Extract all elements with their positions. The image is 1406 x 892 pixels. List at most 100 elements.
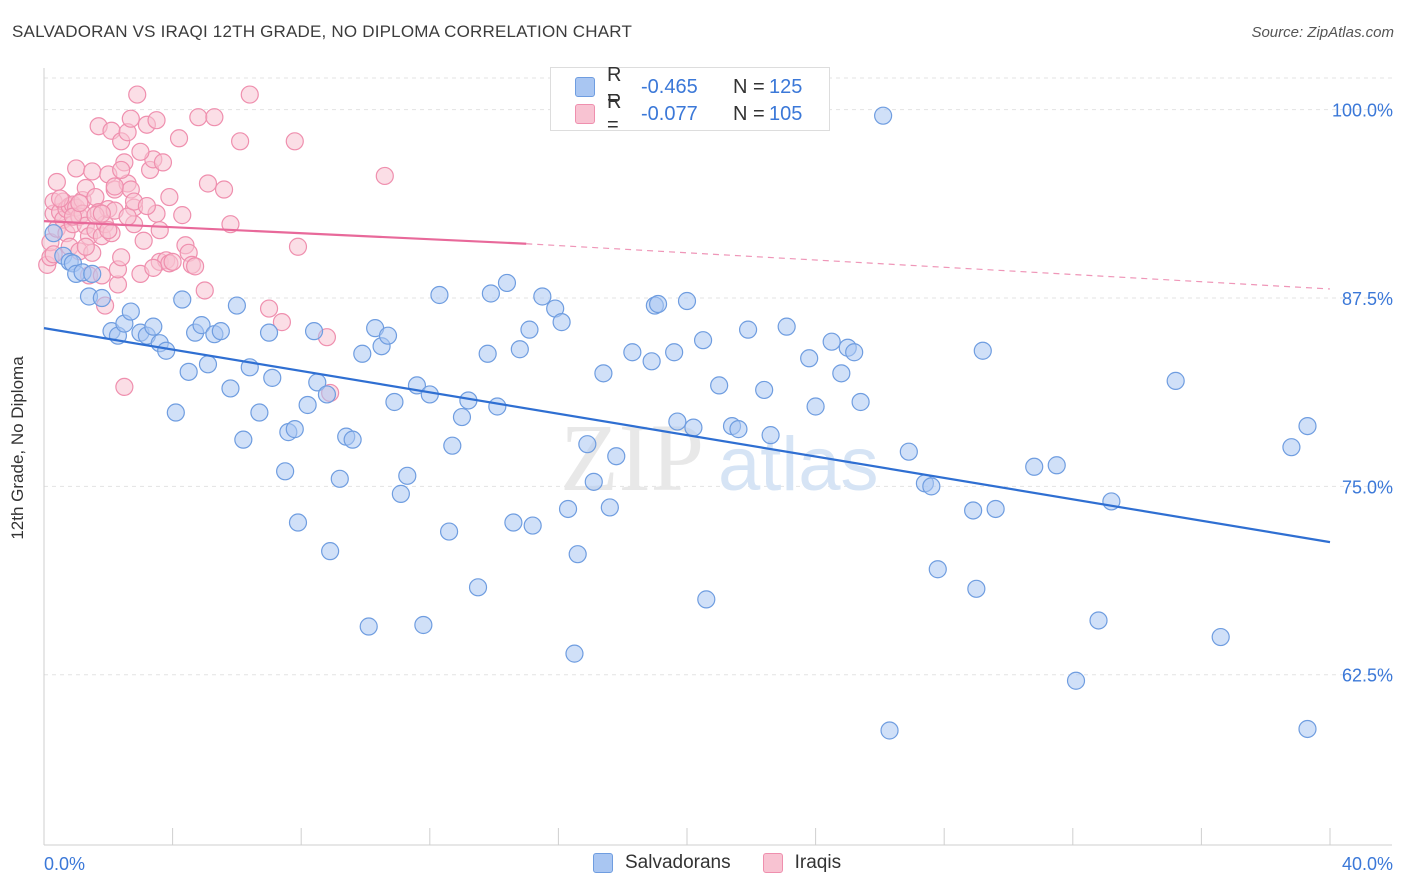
gridlines bbox=[44, 77, 1392, 676]
y-tick-label: 100.0% bbox=[1332, 101, 1393, 121]
data-point-iraqis bbox=[121, 109, 140, 128]
data-point-salvadorans bbox=[578, 435, 597, 454]
legend-row-iraqis: R = -0.077 N = 105 bbox=[551, 91, 802, 136]
data-point-salvadorans bbox=[439, 522, 459, 541]
axes bbox=[43, 68, 1392, 846]
data-point-salvadorans bbox=[558, 499, 578, 519]
data-point-salvadorans bbox=[710, 376, 729, 395]
data-point-salvadorans bbox=[677, 291, 697, 311]
data-point-salvadorans bbox=[973, 341, 992, 360]
data-point-iraqis bbox=[144, 258, 163, 277]
trend-lines bbox=[43, 220, 1331, 544]
data-point-iraqis bbox=[47, 172, 66, 192]
legend-r-label: R = bbox=[607, 91, 622, 136]
data-point-salvadorans bbox=[623, 343, 642, 362]
data-point-iraqis bbox=[150, 221, 169, 240]
data-point-salvadorans bbox=[173, 290, 192, 309]
data-point-iraqis bbox=[112, 160, 131, 180]
data-point-iraqis bbox=[115, 377, 134, 397]
data-point-iraqis bbox=[214, 180, 234, 199]
data-point-salvadorans bbox=[552, 313, 571, 332]
data-point-salvadorans bbox=[755, 380, 774, 400]
data-point-salvadorans bbox=[430, 285, 449, 305]
data-point-iraqis bbox=[160, 187, 179, 207]
data-point-iraqis bbox=[288, 237, 308, 256]
trend-line-iraqis bbox=[43, 220, 527, 245]
data-point-salvadorans bbox=[250, 403, 269, 422]
data-point-iraqis bbox=[134, 231, 153, 250]
data-point-salvadorans bbox=[1298, 719, 1317, 739]
data-point-salvadorans bbox=[1298, 416, 1317, 436]
data-point-iraqis bbox=[163, 252, 182, 271]
data-point-salvadorans bbox=[359, 617, 378, 636]
data-point-salvadorans bbox=[986, 499, 1005, 519]
data-point-salvadorans bbox=[157, 341, 176, 360]
data-point-iraqis bbox=[240, 85, 259, 104]
data-point-salvadorans bbox=[321, 542, 340, 561]
data-point-salvadorans bbox=[648, 294, 668, 314]
data-point-iraqis bbox=[70, 193, 89, 213]
data-point-iraqis bbox=[50, 189, 70, 208]
data-point-salvadorans bbox=[1166, 371, 1185, 390]
data-point-salvadorans bbox=[806, 397, 825, 416]
data-point-salvadorans bbox=[179, 362, 198, 381]
data-point-salvadorans bbox=[92, 288, 111, 308]
data-point-salvadorans bbox=[166, 403, 185, 422]
data-point-iraqis bbox=[153, 153, 173, 172]
data-point-salvadorans bbox=[729, 420, 748, 439]
data-point-salvadorans bbox=[192, 316, 211, 335]
data-point-salvadorans bbox=[288, 513, 308, 532]
data-point-salvadorans bbox=[298, 395, 317, 415]
y-tick-label: 75.0% bbox=[1342, 477, 1393, 497]
data-point-salvadorans bbox=[385, 392, 404, 412]
data-point-salvadorans bbox=[468, 578, 488, 597]
watermark-atlas: atlas bbox=[718, 422, 879, 507]
data-point-salvadorans bbox=[478, 344, 497, 363]
data-point-salvadorans bbox=[452, 407, 472, 427]
x-tick-label: 0.0% bbox=[44, 854, 85, 874]
data-point-salvadorans bbox=[922, 477, 941, 496]
data-point-salvadorans bbox=[523, 516, 542, 535]
data-point-salvadorans bbox=[221, 379, 240, 398]
bottom-legend-swatch bbox=[762, 853, 783, 873]
data-point-salvadorans bbox=[800, 349, 819, 368]
data-point-salvadorans bbox=[488, 397, 507, 416]
data-point-salvadorans bbox=[1211, 627, 1230, 647]
data-point-salvadorans bbox=[420, 385, 439, 404]
data-point-salvadorans bbox=[353, 344, 372, 363]
bottom-legend-label: Salvadorans bbox=[625, 852, 731, 873]
legend-swatch-iraqis bbox=[575, 104, 595, 124]
data-point-iraqis bbox=[86, 187, 105, 207]
data-point-salvadorans bbox=[83, 264, 102, 283]
chart-title: SALVADORAN VS IRAQI 12TH GRADE, NO DIPLO… bbox=[12, 22, 633, 41]
data-point-salvadorans bbox=[504, 513, 523, 532]
data-point-salvadorans bbox=[665, 343, 684, 362]
data-point-salvadorans bbox=[144, 317, 163, 336]
data-point-iraqis bbox=[83, 162, 102, 181]
data-point-salvadorans bbox=[391, 484, 410, 503]
data-point-salvadorans bbox=[1089, 611, 1108, 630]
data-point-salvadorans bbox=[822, 332, 841, 351]
data-point-iraqis bbox=[259, 299, 279, 318]
x-tick-label: 40.0% bbox=[1342, 854, 1393, 874]
data-point-salvadorans bbox=[607, 447, 626, 466]
data-point-salvadorans bbox=[761, 426, 780, 445]
data-point-iraqis bbox=[131, 142, 150, 161]
data-point-salvadorans bbox=[533, 287, 552, 306]
data-point-salvadorans bbox=[1047, 456, 1066, 475]
data-point-salvadorans bbox=[510, 340, 529, 359]
data-point-salvadorans bbox=[851, 392, 870, 412]
data-point-iraqis bbox=[92, 204, 111, 223]
data-point-salvadorans bbox=[668, 412, 687, 431]
series-iraqis bbox=[38, 85, 394, 403]
data-point-salvadorans bbox=[285, 420, 304, 439]
data-point-iraqis bbox=[128, 85, 147, 104]
trend-line-extension-iraqis bbox=[526, 243, 1331, 290]
data-point-salvadorans bbox=[568, 545, 587, 564]
data-point-iraqis bbox=[195, 281, 214, 300]
data-point-salvadorans bbox=[642, 352, 661, 371]
data-point-salvadorans bbox=[343, 430, 362, 449]
trend-line-salvadorans bbox=[43, 327, 1331, 544]
data-point-salvadorans bbox=[967, 579, 986, 598]
